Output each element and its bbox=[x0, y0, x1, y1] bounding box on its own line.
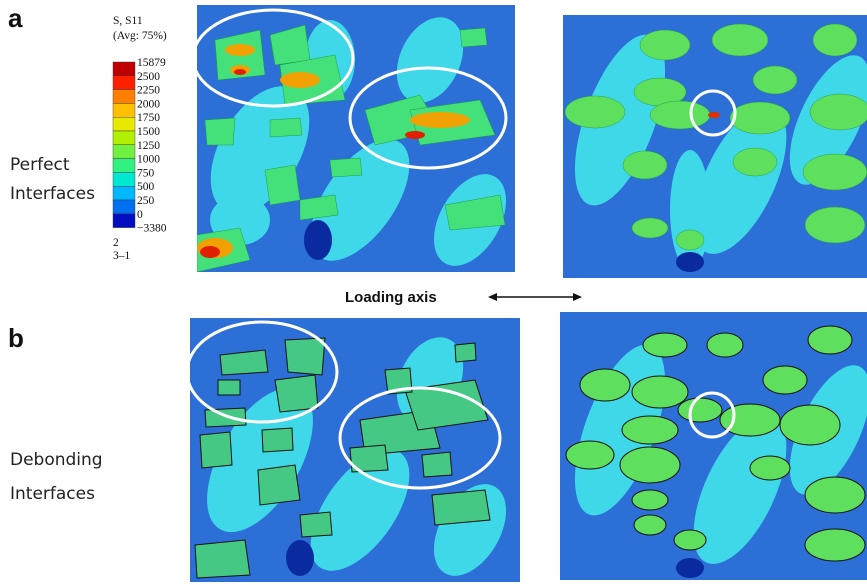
colorbar bbox=[113, 62, 135, 228]
legend-level: −3380 bbox=[137, 223, 167, 235]
contour-b-left bbox=[185, 318, 521, 585]
panel-tag: a bbox=[8, 3, 23, 33]
legend-subtitle: (Avg: 75%) bbox=[113, 30, 167, 42]
row-label: Perfect bbox=[10, 155, 70, 175]
triad-label: 2 bbox=[113, 237, 119, 249]
legend-level: 1250 bbox=[137, 140, 160, 152]
legend-levels: 1587925002250200017501500125010007505002… bbox=[137, 57, 167, 235]
legend-level: 0 bbox=[137, 209, 143, 221]
row-label: Debonding bbox=[10, 450, 103, 470]
legend-level: 1000 bbox=[137, 154, 160, 166]
legend-level: 2250 bbox=[137, 85, 160, 97]
panel-tag: b bbox=[8, 323, 24, 353]
legend-level: 2500 bbox=[137, 71, 160, 83]
legend-level: 15879 bbox=[137, 57, 166, 69]
legend-level: 2000 bbox=[137, 98, 160, 110]
row-label: Interfaces bbox=[10, 184, 95, 204]
figure: 1587925002250200017501500125010007505002… bbox=[0, 0, 867, 585]
loading-arrow bbox=[488, 293, 582, 301]
loading-axis-label: Loading axis bbox=[345, 289, 437, 306]
legend-level: 1750 bbox=[137, 112, 160, 124]
legend-level: 500 bbox=[137, 181, 155, 193]
triad-label: 3–1 bbox=[113, 250, 131, 262]
row-label: Interfaces bbox=[10, 484, 95, 504]
contour-a-left bbox=[190, 5, 521, 278]
contour-b-right bbox=[556, 312, 867, 580]
legend-title: S, S11 bbox=[113, 15, 143, 27]
legend-level: 1500 bbox=[137, 126, 160, 138]
legend-level: 750 bbox=[137, 167, 155, 179]
legend-level: 250 bbox=[137, 195, 155, 207]
contour-a-right bbox=[556, 15, 867, 278]
